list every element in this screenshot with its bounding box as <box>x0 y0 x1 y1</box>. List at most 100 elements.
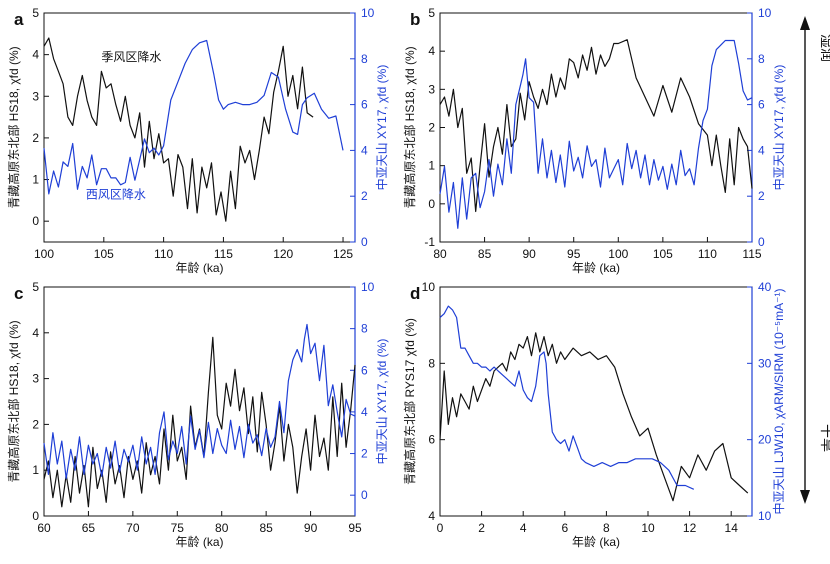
panel-b-ytick-left-label: 1 <box>428 159 435 173</box>
panel-b-xtick-label: 80 <box>433 247 447 261</box>
panel-d-ytick-right-label: 10 <box>758 509 772 523</box>
panel-b-ytick-right-label: 8 <box>758 52 765 66</box>
panel-b-xtick-label: 110 <box>698 247 717 261</box>
panel-c-ytick-left-label: 3 <box>32 372 39 386</box>
arrow-down-icon <box>800 490 810 504</box>
panel-a-ytick-right-label: 4 <box>361 143 368 157</box>
panel-c-ytick-right-label: 8 <box>361 322 368 336</box>
panel-d-xtick-label: 14 <box>725 521 739 535</box>
panel-c-xtick-label: 95 <box>348 521 362 535</box>
panel-a-ytick-right-label: 8 <box>361 52 368 66</box>
panel-c-xtick-label: 90 <box>304 521 318 535</box>
panel-c-ytick-left-label: 1 <box>32 463 39 477</box>
panel-d-xtick-label: 10 <box>641 521 655 535</box>
panel-c-ytick-right-label: 10 <box>361 280 375 294</box>
label-humid: 湿润 <box>819 34 830 62</box>
moisture-direction-annotation: 湿润 干旱 <box>800 16 830 504</box>
panel-d-xtick-label: 0 <box>437 521 444 535</box>
panel-b-ytick-right-label: 10 <box>758 6 772 20</box>
panel-c-xtick-label: 70 <box>126 521 140 535</box>
panel-c-xtick-label: 85 <box>259 521 273 535</box>
panel-d-xlabel: 年龄 (ka) <box>572 535 620 549</box>
panel-a-ylabel-left: 青藏高原东北部 HS18, χfd (%) <box>6 46 21 208</box>
panel-b-xtick-label: 100 <box>608 247 628 261</box>
panel-b-xtick-label: 115 <box>742 247 761 261</box>
panel-c-ylabel-left: 青藏高原东北部 HS18, χfd (%) <box>6 320 21 482</box>
panel-c-ytick-left-label: 0 <box>32 509 39 523</box>
panel-b-series-blue <box>439 39 753 229</box>
panel-a-annotation: 季风区降水 <box>101 50 161 64</box>
panel-d-ytick-left-label: 6 <box>428 433 435 447</box>
panel-c: 60 65 70 75 80 85 90 95 0 1 2 3 4 5 0 2 4 6 8 10 c 年龄 (ka) 青藏高… <box>6 280 389 549</box>
panel-a-annotation: 西风区降水 <box>86 187 146 201</box>
panel-a: 100 105 110 115 120 125 0 1 2 3 4 5 0 2 4 6 8 10 季风区降水西风区降… <box>6 6 389 275</box>
panel-a-xlabel: 年龄 (ka) <box>175 261 223 275</box>
panel-c-ytick-left-label: 5 <box>32 280 39 294</box>
panel-a-ytick-left-label: 3 <box>32 89 39 103</box>
panel-a-ylabel-right: 中亚天山 XY17, χfd (%) <box>374 65 389 191</box>
panel-d-ytick-left-label: 10 <box>422 280 436 294</box>
panel-b: 80 85 90 95 100 105 110 115 -1 0 1 2 3 4 5 0 2 4 6 8 10 b 年龄 (… <box>402 6 786 275</box>
panel-d-ylabel-left: 青藏高原东北部 RYS17 χfd (%) <box>402 318 417 485</box>
panel-c-letter: c <box>14 284 23 303</box>
panel-c-ytick-right-label: 2 <box>361 447 368 461</box>
panel-a-ytick-right-label: 0 <box>361 235 368 249</box>
panel-a-ytick-left-label: 2 <box>32 131 39 145</box>
panel-c-xlabel: 年龄 (ka) <box>175 535 223 549</box>
panel-d: 0 2 4 6 8 10 12 14 4 6 8 10 10 20 30 40 d 年龄 (ka) 青藏高原东北部 … <box>402 280 786 549</box>
panel-b-ytick-right-label: 6 <box>758 98 765 112</box>
panel-b-frame <box>439 12 753 243</box>
panel-d-ylabel-right: 中亚天山 LJW10, χARM/SIRM (10⁻⁵mA⁻¹) <box>771 289 786 515</box>
panel-b-xlabel: 年龄 (ka) <box>572 261 620 275</box>
panel-b-ytick-right-label: 4 <box>758 143 765 157</box>
panel-c-ytick-left-label: 2 <box>32 417 39 431</box>
panel-d-series-black <box>439 332 749 502</box>
panel-c-xtick-label: 80 <box>215 521 229 535</box>
panel-b-series-black <box>439 39 753 213</box>
panel-d-xtick-label: 12 <box>683 521 697 535</box>
panel-c-xtick-label: 65 <box>82 521 96 535</box>
panel-b-ylabel-left: 青藏高原东北部 HS18, χfd (%) <box>402 46 417 208</box>
panel-c-ytick-left-label: 4 <box>32 326 39 340</box>
panel-b-letter: b <box>410 10 420 29</box>
panel-a-ytick-right-label: 6 <box>361 98 368 112</box>
panel-d-ytick-right-label: 20 <box>758 433 772 447</box>
panel-c-ytick-right-label: 4 <box>361 405 368 419</box>
panel-d-xtick-label: 2 <box>478 521 485 535</box>
panel-a-xtick-label: 110 <box>154 247 173 261</box>
panel-a-ytick-right-label: 10 <box>361 6 375 20</box>
panel-b-xtick-label: 95 <box>567 247 581 261</box>
panel-b-xtick-label: 90 <box>522 247 536 261</box>
panel-d-xtick-label: 6 <box>561 521 568 535</box>
panel-c-ytick-right-label: 0 <box>361 488 368 502</box>
panel-b-ytick-right-label: 0 <box>758 235 765 249</box>
panel-a-ytick-left-label: 4 <box>32 48 39 62</box>
panel-d-xtick-label: 8 <box>603 521 610 535</box>
panel-c-ylabel-right: 中亚天山 XY17, χfd (%) <box>374 339 389 465</box>
panel-a-xtick-label: 105 <box>94 247 114 261</box>
panel-b-ytick-left-label: -1 <box>424 235 435 249</box>
panel-a-frame <box>43 12 356 243</box>
panel-d-ytick-left-label: 8 <box>428 356 435 370</box>
panel-a-ytick-left-label: 1 <box>32 173 39 187</box>
panel-d-ytick-right-label: 30 <box>758 356 772 370</box>
panel-b-xtick-label: 105 <box>653 247 673 261</box>
panel-c-xtick-label: 60 <box>37 521 51 535</box>
panel-c-series-black <box>43 336 356 508</box>
panel-d-letter: d <box>410 284 420 303</box>
panel-b-ytick-right-label: 2 <box>758 189 765 203</box>
panel-b-ytick-left-label: 2 <box>428 121 435 135</box>
panel-a-xtick-label: 125 <box>333 247 353 261</box>
panel-d-ytick-left-label: 4 <box>428 509 435 523</box>
panel-a-series-blue <box>43 39 344 195</box>
panel-a-xtick-label: 115 <box>214 247 233 261</box>
panel-b-ytick-left-label: 4 <box>428 44 435 58</box>
arrow-up-icon <box>800 16 810 30</box>
panel-a-ytick-left-label: 0 <box>32 214 39 228</box>
panel-c-xtick-label: 75 <box>171 521 185 535</box>
panel-a-letter: a <box>14 10 24 29</box>
panel-a-xtick-label: 120 <box>273 247 293 261</box>
panel-d-xtick-label: 4 <box>520 521 527 535</box>
panel-b-ytick-left-label: 3 <box>428 82 435 96</box>
